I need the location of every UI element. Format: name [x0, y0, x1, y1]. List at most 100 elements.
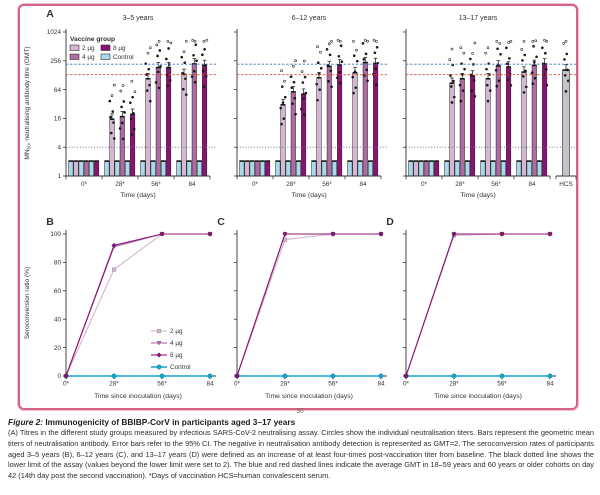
- scatter-dot: [155, 43, 159, 47]
- scatter-dot: [461, 89, 465, 92]
- scatter-dot: [355, 59, 359, 63]
- x-tick-label: 84: [528, 181, 536, 188]
- scatter-dot: [300, 107, 303, 111]
- scatter-dot: [283, 95, 287, 99]
- scatter-dot: [304, 91, 308, 95]
- scatter-dot: [522, 39, 526, 43]
- scatter-dot: [352, 39, 355, 43]
- x-tick-label: 28*: [280, 381, 290, 388]
- scatter-dot: [123, 111, 126, 114]
- gmt-bar: [367, 161, 373, 177]
- x-axis-title: Time since inoculation (days): [434, 393, 522, 400]
- scatter-dot: [190, 75, 194, 79]
- scatter-dot: [183, 61, 187, 65]
- scatter-dot: [165, 57, 168, 61]
- scatter-dot: [497, 79, 501, 83]
- series-line-8µg: [405, 233, 550, 377]
- x-tick-label: 0*: [403, 381, 410, 388]
- scatter-dot: [184, 77, 187, 81]
- scatter-dot: [531, 39, 535, 43]
- gmt-bar: [506, 67, 512, 177]
- scatter-dot: [316, 45, 319, 49]
- caption-body: (A) Titres in the different study groups…: [8, 428, 594, 481]
- scatter-dot: [122, 100, 126, 103]
- scatter-dot: [112, 83, 116, 87]
- scatter-dot: [563, 58, 566, 61]
- scatter-dot: [495, 39, 499, 43]
- x-tick-label: 0*: [63, 381, 70, 388]
- scatter-dot: [191, 38, 195, 42]
- scatter-dot: [326, 64, 330, 67]
- scatter-dot: [473, 41, 477, 45]
- scatter-dot: [336, 38, 340, 42]
- scatter-dot: [121, 84, 125, 87]
- scatter-dot: [281, 101, 285, 104]
- scatter-dot: [194, 43, 198, 47]
- gmt-bar: [94, 161, 100, 177]
- scatter-dot: [156, 70, 160, 74]
- scatter-dot: [352, 54, 356, 58]
- subplot-title: 13–17 years: [459, 15, 498, 22]
- y-tick-label: 80: [54, 260, 62, 267]
- scatter-dot: [545, 83, 549, 87]
- legend-label: 8 µg: [113, 45, 126, 52]
- gmt-bar: [526, 161, 532, 177]
- scatter-dot: [472, 79, 476, 82]
- gmt-bar: [454, 161, 460, 177]
- scatter-dot: [166, 39, 170, 43]
- scatter-dot: [280, 122, 283, 126]
- x-tick-label: 28*: [115, 181, 125, 188]
- scatter-dot: [303, 59, 306, 63]
- x-tick-label: 56*: [322, 181, 332, 188]
- scatter-dot: [291, 64, 295, 68]
- scatter-dot: [450, 47, 454, 51]
- scatter-dot: [282, 117, 286, 120]
- scatter-dot: [364, 52, 368, 56]
- gmt-bar: [418, 161, 424, 177]
- panel-B-legend: 2 µg 4 µg 8 µg Control: [151, 328, 191, 371]
- scatter-dot: [294, 59, 297, 63]
- gmt-bar: [331, 161, 337, 177]
- gmt-bar: [202, 65, 208, 177]
- scatter-dot: [361, 42, 365, 45]
- series-line-8µg: [65, 233, 210, 377]
- gmt-bar: [516, 161, 522, 177]
- scatter-dot: [452, 95, 456, 99]
- scatter-dot: [184, 39, 188, 43]
- gmt-bar: [423, 161, 429, 177]
- gmt-bar: [464, 161, 470, 177]
- gmt-bar: [357, 161, 363, 177]
- x-tick-label: 84: [188, 181, 196, 188]
- gmt-bar: [459, 79, 465, 177]
- scatter-dot: [130, 79, 134, 83]
- panel-C-line-chart: C 0* 28* 56* 84 Time since inoculation (days): [217, 216, 387, 400]
- page-number: 30: [296, 408, 304, 415]
- scatter-dot: [338, 70, 341, 74]
- scatter-dot: [202, 85, 206, 89]
- legend-label: 8 µg: [170, 352, 183, 359]
- y-tick-label: 256: [50, 58, 61, 65]
- gmt-bar: [444, 161, 450, 177]
- legend-label: 4 µg: [170, 340, 183, 347]
- scatter-dot: [509, 39, 513, 43]
- scatter-dot: [336, 76, 339, 80]
- gmt-bar: [114, 161, 120, 177]
- scatter-dot: [545, 39, 549, 43]
- scatter-dot: [180, 55, 184, 59]
- series-line-4µg: [236, 233, 381, 377]
- scatter-dot: [459, 46, 463, 50]
- legend-label: Control: [113, 54, 134, 61]
- gmt-bar: [347, 161, 353, 177]
- legend-title: Vaccine group: [70, 36, 115, 43]
- scatter-dot: [534, 39, 538, 43]
- scatter-dot: [520, 48, 524, 51]
- hcs-bar: [562, 70, 570, 177]
- scatter-dot: [132, 127, 136, 131]
- gmt-bar: [249, 161, 255, 177]
- gmt-bar: [521, 72, 527, 177]
- scatter-dot: [120, 121, 124, 125]
- gmt-bar: [434, 161, 440, 177]
- x-tick-label: 56*: [328, 381, 338, 388]
- scatter-dot: [329, 69, 333, 73]
- gmt-bar: [83, 161, 89, 177]
